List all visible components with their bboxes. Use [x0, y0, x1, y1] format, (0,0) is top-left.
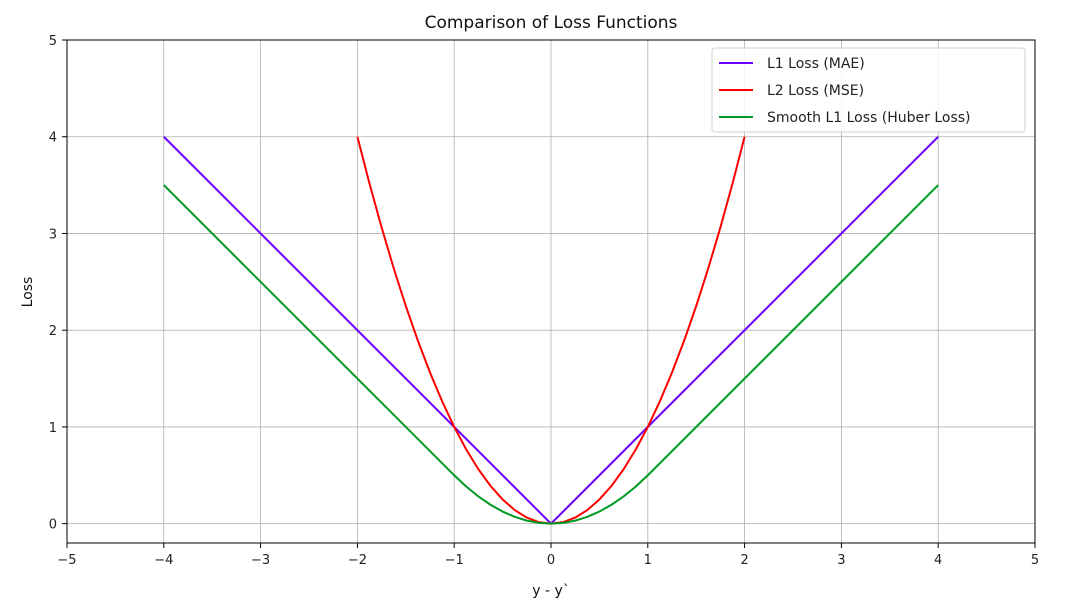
y-ticks: 0 1 2 3 4 5 [49, 34, 67, 533]
x-tick-label: 5 [1031, 553, 1039, 568]
x-tick-label: −1 [445, 553, 464, 568]
x-tick-label: 2 [740, 553, 748, 568]
legend-box [711, 47, 1026, 133]
x-tick-label: −2 [348, 553, 367, 568]
x-tick-label: −3 [251, 553, 270, 568]
x-tick-label: 1 [644, 553, 652, 568]
y-tick-label: 5 [49, 34, 57, 49]
chart-title: Comparison of Loss Functions [425, 13, 678, 33]
x-tick-label: −5 [57, 553, 76, 568]
legend-label: Smooth L1 Loss (Huber Loss) [767, 110, 971, 126]
legend-label: L1 Loss (MAE) [767, 56, 865, 72]
y-tick-label: 3 [49, 227, 57, 242]
legend: L1 Loss (MAE) L2 Loss (MSE) Smooth L1 Loss… [711, 47, 1026, 133]
y-axis-label: Loss [20, 277, 36, 308]
series-line-2 [163, 184, 939, 525]
x-tick-label: 0 [547, 553, 555, 568]
legend-label: L2 Loss (MSE) [767, 83, 864, 99]
x-tick-label: 3 [837, 553, 845, 568]
x-axis-label: y - y` [532, 583, 570, 599]
x-tick-label: 4 [934, 553, 942, 568]
x-tick-label: −4 [154, 553, 173, 568]
x-ticks: −5 −4 −3 −2 −1 0 1 2 3 4 5 [57, 543, 1039, 568]
y-tick-label: 1 [49, 421, 57, 436]
y-tick-label: 0 [49, 518, 57, 533]
series-lines [163, 136, 939, 525]
y-tick-label: 4 [49, 131, 57, 146]
y-tick-label: 2 [49, 324, 57, 339]
